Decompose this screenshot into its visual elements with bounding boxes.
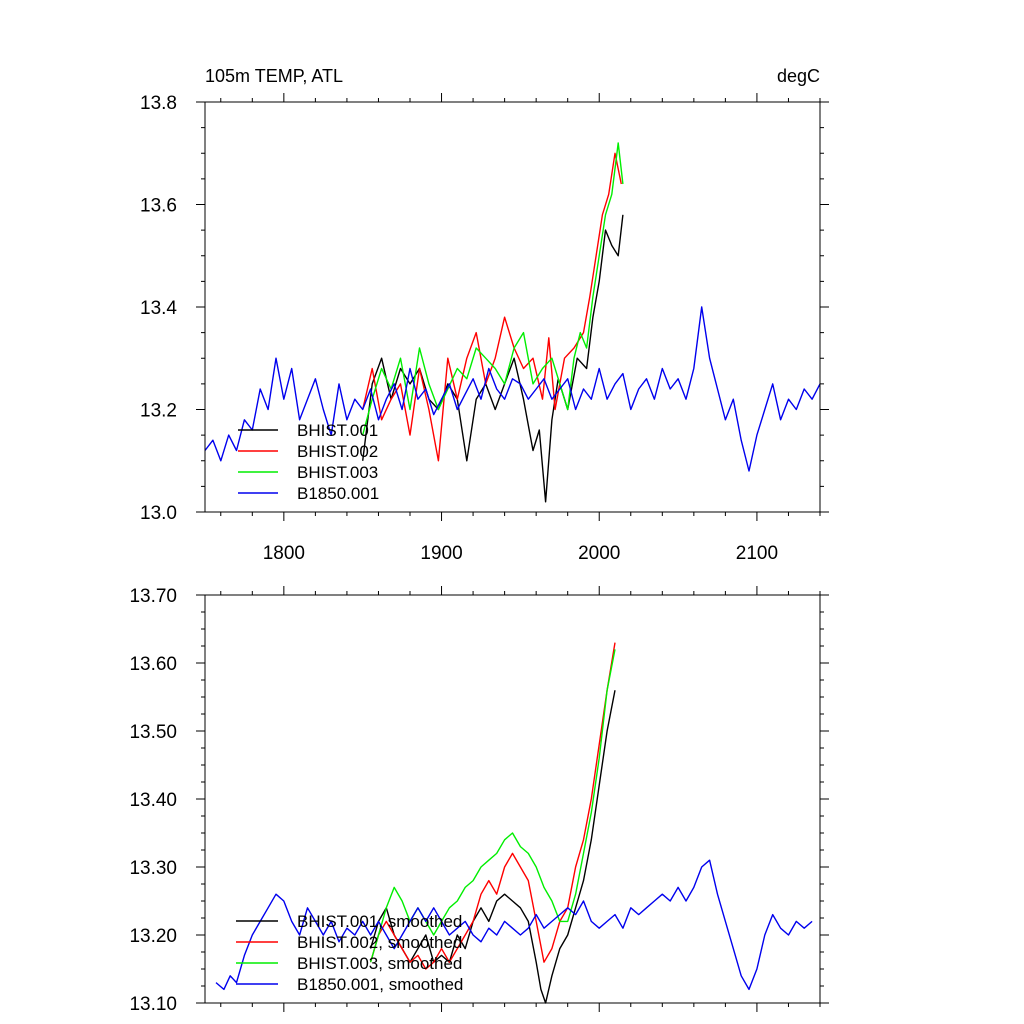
y-tick-label: 13.4 — [140, 298, 177, 319]
series-group — [204, 142, 821, 503]
y-tick-label: 13.2 — [140, 401, 177, 422]
legend-label: BHIST.002, smoothed — [297, 933, 462, 952]
series-line-bhist-003 — [362, 142, 624, 436]
y-tick-label: 13.10 — [129, 994, 177, 1015]
chart-title: 105m TEMP, ATL — [205, 66, 343, 86]
legend-label: B1850.001, smoothed — [297, 975, 463, 994]
y-tick-label: 13.30 — [129, 858, 177, 879]
y-tick-label: 13.50 — [129, 722, 177, 743]
y-tick-label: 13.60 — [129, 654, 177, 675]
y-tick-label: 13.0 — [140, 503, 177, 524]
legend-label: BHIST.003 — [297, 463, 378, 482]
x-tick-label: 1900 — [420, 543, 462, 564]
x-tick-label: 2000 — [578, 543, 620, 564]
legend-label: BHIST.001, smoothed — [297, 912, 462, 931]
legend: BHIST.001 BHIST.002 BHIST.003 B1850.001 — [238, 421, 379, 503]
legend-label: BHIST.001 — [297, 421, 378, 440]
series-line-bhist-002 — [362, 152, 622, 462]
legend-label: BHIST.003, smoothed — [297, 954, 462, 973]
legend: BHIST.001, smoothed BHIST.002, smoothed BH… — [236, 912, 463, 994]
top-panel-temperature: 1800 1900 2000 2100 13.0 13.2 13.4 13.6 13.8 105m… — [140, 66, 829, 564]
y-tick-label: 13.40 — [129, 790, 177, 811]
series-line-bhist-001 — [362, 214, 624, 503]
series-line-bhist-002-smoothed — [369, 642, 616, 970]
x-tick-label: 1800 — [263, 543, 305, 564]
y-tick-label: 13.8 — [140, 93, 177, 114]
series-line-bhist-001-smoothed — [369, 690, 616, 1004]
bottom-panel-smoothed: 13.10 13.20 13.30 13.40 13.50 13.60 13.70 BHIST… — [129, 586, 829, 1015]
legend-label: B1850.001 — [297, 484, 379, 503]
y-tick-label: 13.70 — [129, 586, 177, 607]
y-tick-label: 13.20 — [129, 926, 177, 947]
series-group — [215, 642, 813, 1004]
x-tick-label: 2100 — [736, 543, 778, 564]
legend-label: BHIST.002 — [297, 442, 378, 461]
y-tick-label: 13.6 — [140, 196, 177, 217]
units-label: degC — [777, 66, 820, 86]
series-line-b1850-001-smoothed — [215, 859, 813, 991]
series-line-b1850-001 — [204, 306, 821, 472]
